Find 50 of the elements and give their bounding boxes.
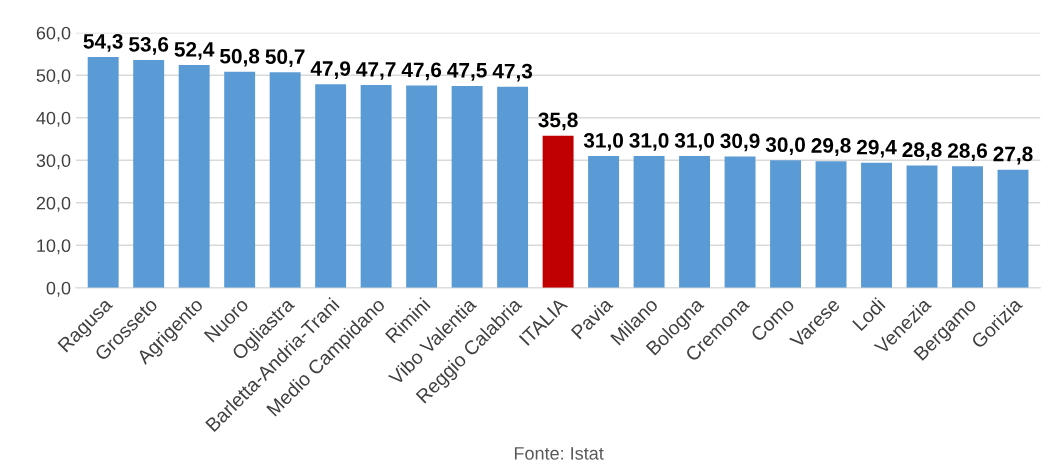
bar	[178, 65, 210, 288]
data-label: 31,0	[583, 133, 624, 151]
y-tick-label: 20,0	[36, 196, 71, 212]
data-label: 29,8	[811, 138, 851, 156]
bar	[588, 156, 620, 288]
bar	[633, 156, 665, 288]
data-label: 28,6	[947, 143, 988, 161]
bar	[406, 85, 438, 288]
data-label: 28,8	[902, 142, 942, 161]
source-note: Fonte: Istat	[514, 447, 604, 460]
data-label: 30,0	[765, 137, 805, 156]
data-label: 50,8	[220, 48, 260, 67]
y-tick-label: 50,0	[36, 69, 71, 85]
data-label: 35,8	[538, 112, 578, 131]
bar	[542, 135, 574, 288]
bar	[315, 84, 347, 288]
bar	[997, 169, 1029, 288]
y-tick-label: 40,0	[36, 111, 71, 127]
data-label: 27,8	[993, 146, 1033, 165]
data-label: 54,3	[83, 33, 123, 52]
bar	[87, 56, 119, 288]
data-label: 50,7	[265, 49, 305, 68]
data-label: 53,6	[129, 36, 169, 55]
y-tick-label: 10,0	[37, 239, 71, 255]
bar	[952, 166, 983, 288]
data-label: 29,4	[856, 139, 897, 158]
data-label: 52,4	[174, 42, 215, 60]
bar	[497, 86, 529, 288]
bar	[861, 162, 892, 288]
bar	[815, 161, 847, 288]
bar	[224, 71, 256, 288]
data-label: 31,0	[629, 133, 669, 151]
bar	[679, 156, 711, 288]
data-label: 31,0	[674, 133, 714, 151]
bar	[360, 85, 392, 288]
data-label: 47,6	[401, 62, 442, 81]
data-label: 47,9	[310, 61, 351, 79]
data-label: 30,9	[720, 133, 760, 152]
bar	[269, 72, 301, 288]
data-label: 47,5	[447, 63, 487, 81]
bar	[133, 59, 165, 288]
bar	[906, 165, 938, 288]
y-tick-label: 60,0	[36, 26, 71, 42]
data-label: 47,7	[356, 62, 396, 80]
data-label: 47,3	[492, 63, 533, 82]
y-tick-label: 30,0	[36, 154, 71, 170]
y-tick-label: 0,0	[46, 281, 71, 297]
bar	[451, 85, 483, 288]
bar	[770, 160, 802, 288]
bar	[724, 156, 756, 288]
